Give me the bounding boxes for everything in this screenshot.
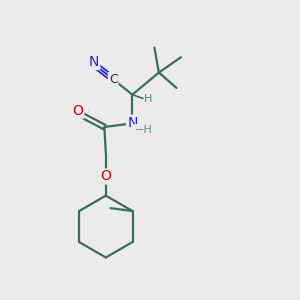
Text: −H: −H — [135, 125, 152, 135]
Text: O: O — [72, 103, 83, 118]
Text: H: H — [144, 94, 153, 104]
Text: N: N — [89, 55, 99, 69]
Text: O: O — [100, 169, 111, 184]
Text: C: C — [109, 73, 118, 86]
Text: N: N — [127, 116, 137, 130]
